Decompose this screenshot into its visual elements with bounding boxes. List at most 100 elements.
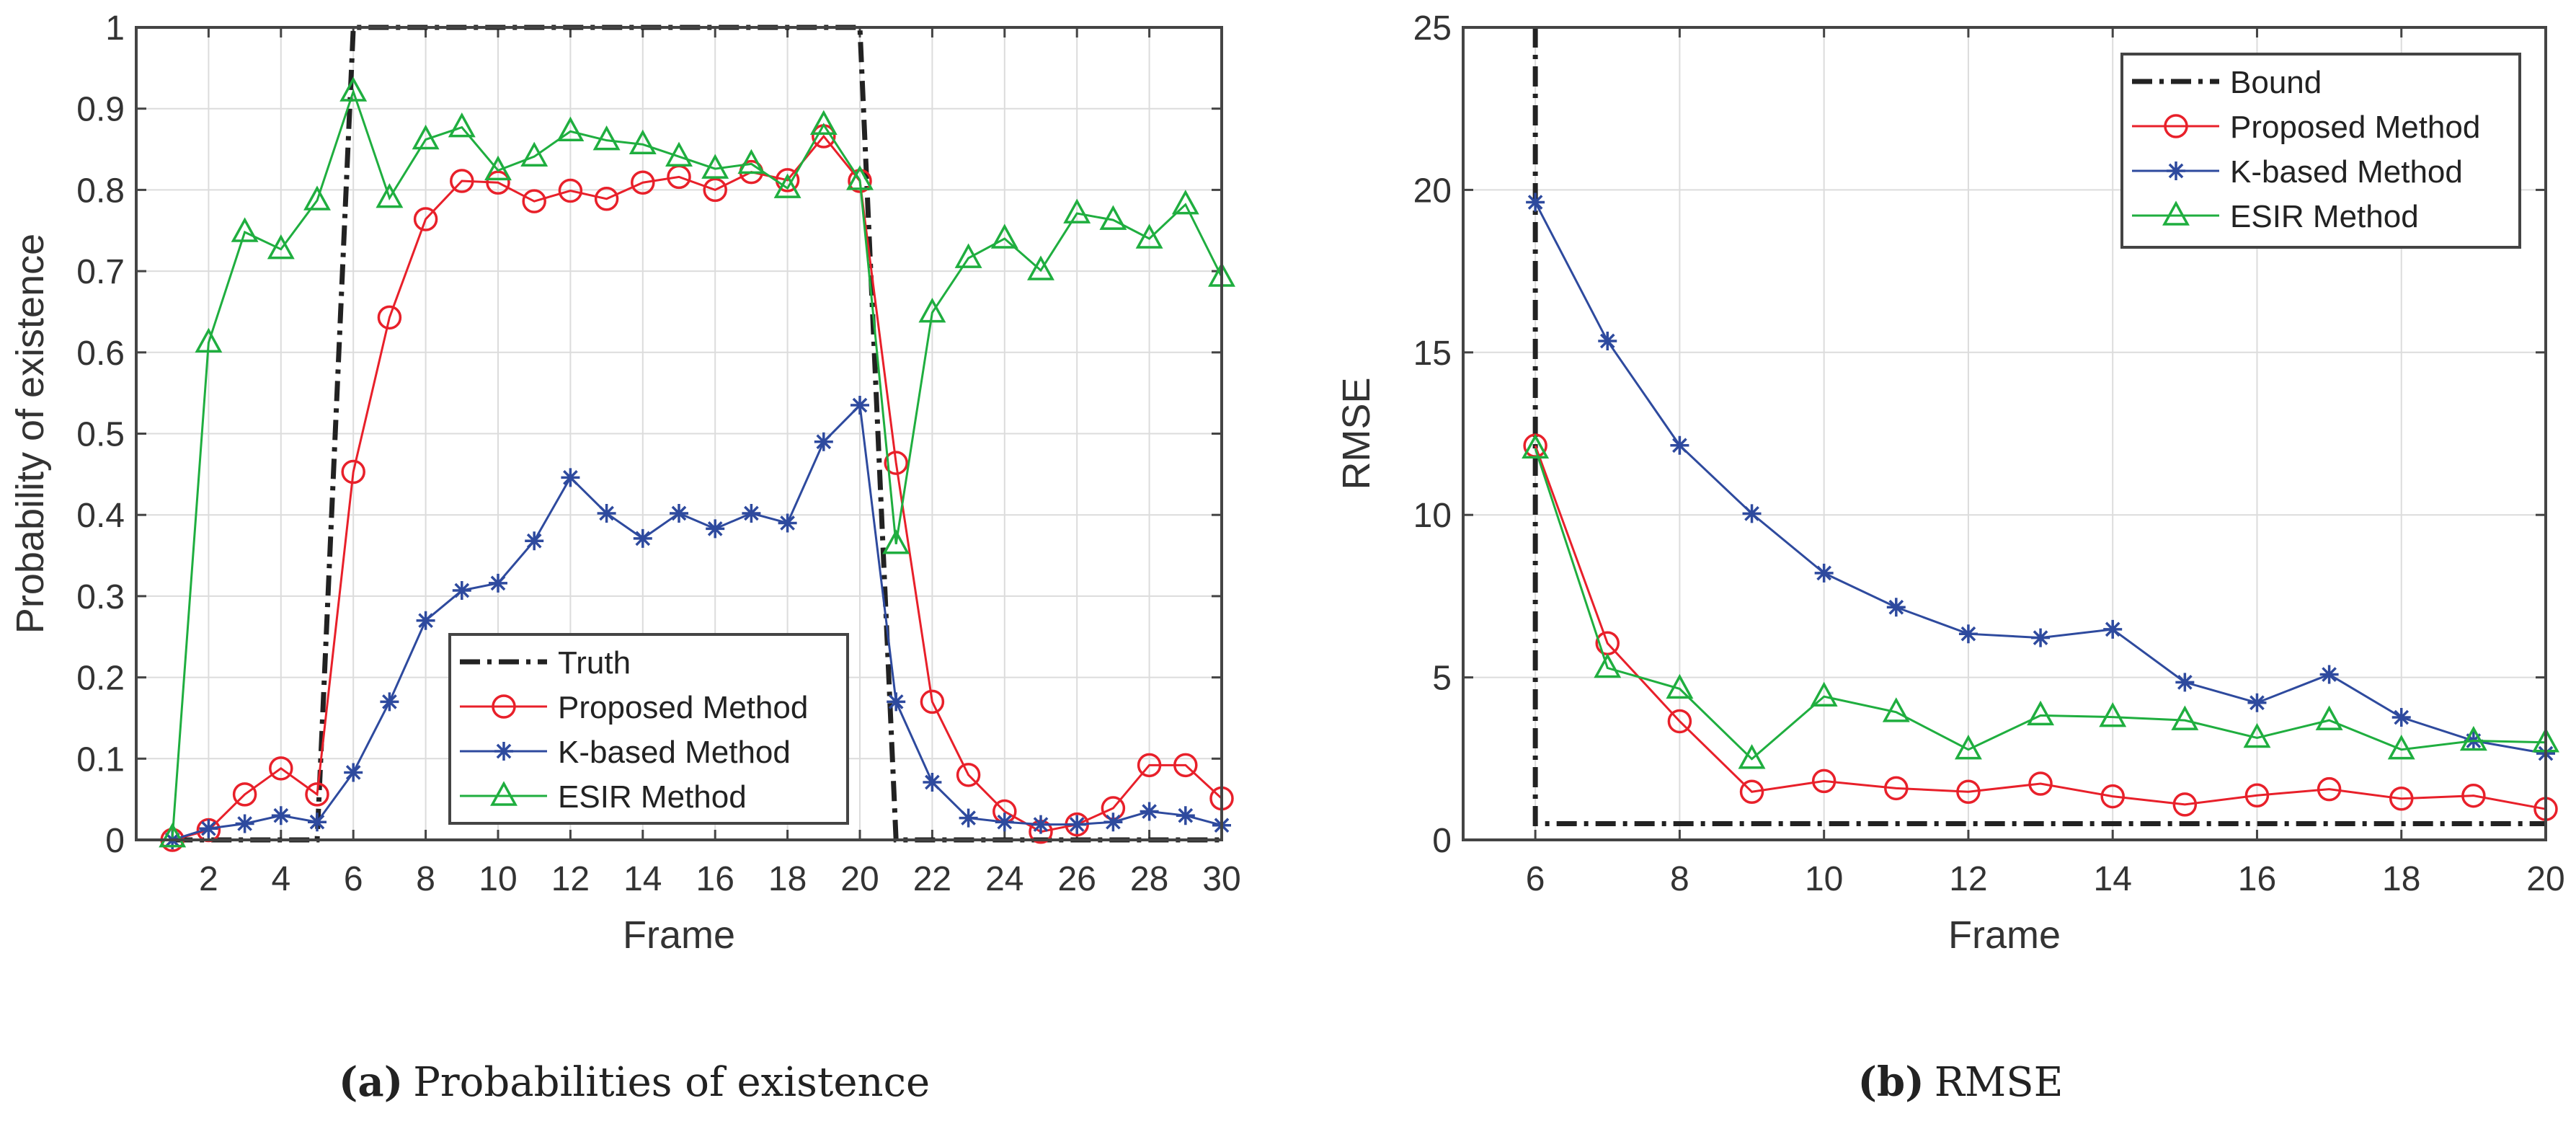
data-point-esir	[520, 141, 548, 167]
data-point-proposed	[486, 170, 510, 195]
data-point-esir	[954, 243, 982, 268]
data-point-proposed	[232, 782, 257, 807]
data-point-esir	[484, 155, 512, 181]
data-point-esir	[2459, 725, 2487, 751]
x-tick-label: 18	[768, 860, 807, 898]
data-point-kbased	[1140, 802, 1159, 821]
data-point-esir	[159, 822, 187, 848]
x-tick-label: 10	[1805, 860, 1843, 898]
y-tick-label: 0.9	[76, 91, 125, 129]
x-tick-label: 6	[1526, 860, 1545, 898]
caption-a-letter: (a)	[339, 1058, 403, 1106]
data-point-proposed	[2172, 792, 2198, 817]
data-point-kbased	[1814, 563, 1834, 583]
legend-label: Truth	[558, 645, 631, 681]
x-tick-label: 2	[199, 860, 218, 898]
y-tick-label: 0	[105, 822, 125, 860]
data-point-esir	[556, 116, 585, 142]
data-point-esir	[629, 129, 657, 155]
data-point-esir	[1666, 673, 1694, 699]
x-tick-label: 20	[840, 860, 879, 898]
data-point-proposed	[956, 763, 981, 787]
y-tick-label: 0.2	[76, 660, 125, 698]
data-point-kbased	[380, 692, 399, 712]
legend-item-esir: ESIR Method	[460, 779, 747, 815]
legend-marker-circle	[492, 694, 516, 719]
data-point-kbased	[633, 528, 652, 548]
data-point-esir	[376, 183, 404, 208]
data-point-proposed	[631, 170, 655, 195]
y-tick-label: 25	[1413, 9, 1452, 48]
data-point-proposed	[377, 305, 402, 330]
data-point-kbased	[1598, 332, 1617, 351]
x-tick-label: 6	[344, 860, 363, 898]
data-point-kbased	[2319, 665, 2339, 684]
data-point-esir	[737, 149, 765, 174]
data-point-proposed	[1137, 753, 1162, 778]
data-point-proposed	[594, 187, 619, 211]
y-tick-label: 0.4	[76, 497, 125, 535]
legend-marker-asterisk	[2167, 161, 2185, 180]
data-point-kbased	[199, 819, 218, 838]
caption-b-text: RMSE	[1935, 1059, 2064, 1106]
data-point-proposed	[450, 169, 474, 193]
panel-a-probability-chart: 2 4 6 8 10 12 14 16 18 20 22 24 26 28 3000.10.20.30.40…	[9, 9, 1241, 957]
data-point-kbased	[778, 513, 797, 533]
data-point-proposed	[341, 459, 365, 484]
data-point-kbased	[1886, 598, 1906, 617]
data-point-kbased	[1742, 504, 1762, 523]
legend-marker-asterisk	[494, 742, 513, 761]
data-point-esir	[448, 112, 476, 138]
data-point-esir	[665, 141, 693, 167]
x-tick-label: 26	[1058, 860, 1096, 898]
legend-item-proposed: Proposed Method	[460, 690, 808, 725]
data-point-esir	[773, 173, 801, 198]
y-tick-label: 0.1	[76, 740, 125, 779]
legend-marker-circle	[2164, 114, 2188, 138]
data-point-esir	[195, 327, 223, 353]
x-tick-label: 30	[1202, 860, 1240, 898]
legend-box	[448, 633, 849, 825]
data-point-proposed	[884, 451, 908, 475]
data-point-kbased	[235, 814, 254, 833]
data-point-kbased	[2103, 619, 2123, 639]
legend-item-truth: Truth	[460, 645, 631, 681]
data-point-proposed	[1884, 776, 1909, 801]
data-point-proposed	[2389, 786, 2414, 811]
data-point-esir	[2027, 700, 2055, 726]
data-point-esir	[267, 234, 295, 260]
data-point-esir	[1954, 735, 1982, 760]
data-point-kbased	[416, 611, 435, 630]
data-point-kbased	[923, 772, 942, 792]
data-point-kbased	[2175, 673, 2195, 692]
data-point-esir	[882, 529, 910, 554]
data-point-esir	[2099, 701, 2127, 727]
x-tick-label: 14	[2094, 860, 2132, 898]
data-point-proposed	[522, 189, 546, 213]
data-point-proposed	[1811, 769, 1836, 794]
y-axis-label: Probability of existence	[9, 234, 52, 634]
y-tick-label: 0.3	[76, 578, 125, 616]
data-point-esir	[1810, 681, 1838, 707]
data-point-esir	[990, 223, 1018, 249]
data-point-kbased	[706, 519, 725, 539]
x-tick-label: 22	[913, 860, 951, 898]
x-axis-label: Frame	[623, 913, 735, 957]
y-tick-label: 0.6	[76, 335, 125, 373]
legend-marker-triangle	[2162, 200, 2190, 226]
data-point-proposed	[1667, 709, 1692, 734]
data-point-kbased	[1031, 815, 1050, 834]
series-line-truth	[1532, 27, 2546, 826]
data-point-kbased	[1526, 192, 1545, 212]
series-line-proposed	[1534, 445, 2546, 810]
data-point-esir	[918, 297, 946, 323]
x-tick-label: 12	[1949, 860, 1987, 898]
x-tick-label: 16	[696, 860, 734, 898]
data-point-esir	[1171, 190, 1199, 215]
y-tick-label: 0.5	[76, 416, 125, 454]
x-tick-label: 8	[1670, 860, 1689, 898]
data-point-kbased	[489, 573, 507, 593]
data-point-kbased	[271, 806, 290, 825]
data-point-esir	[809, 110, 838, 135]
